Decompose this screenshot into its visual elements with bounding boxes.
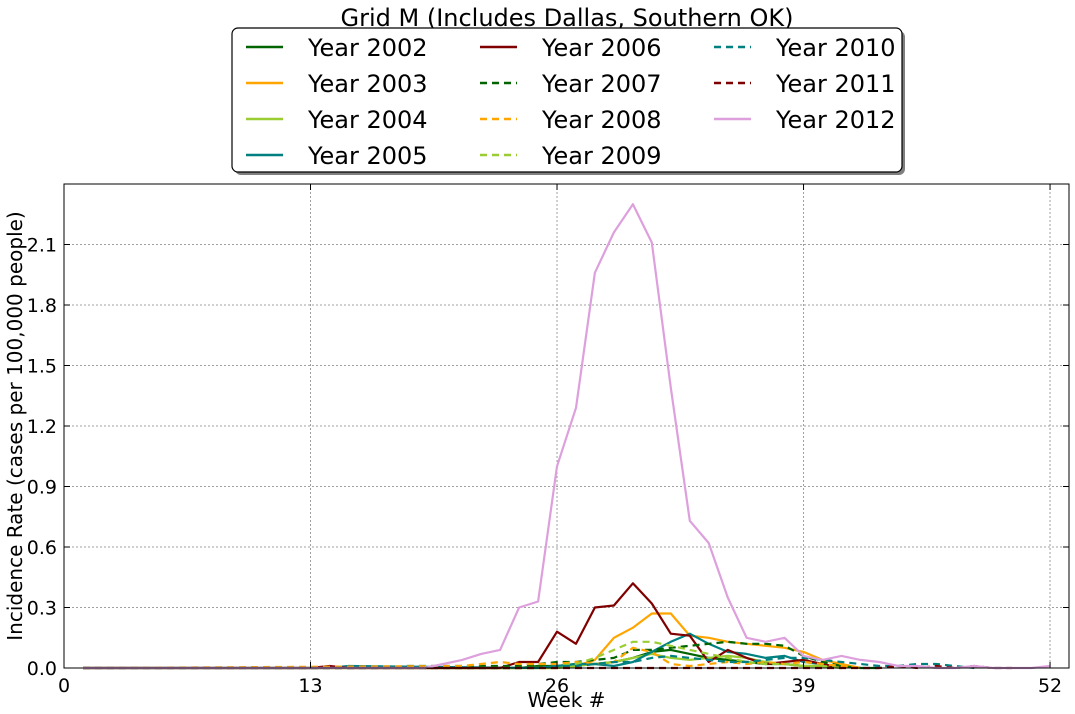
legend-label: Year 2005 xyxy=(307,142,428,170)
y-tick-label: 2.1 xyxy=(27,235,57,257)
legend-label: Year 2012 xyxy=(775,106,896,134)
grid-layer xyxy=(63,184,1069,668)
y-tick-label: 1.8 xyxy=(27,295,57,317)
y-axis-label: Incidence Rate (cases per 100,000 people… xyxy=(3,211,27,640)
legend-label: Year 2003 xyxy=(307,70,428,98)
legend-label: Year 2010 xyxy=(775,34,896,62)
legend: Year 2002 Year 2003 Year 2004 Year 2005 Year… xyxy=(231,27,905,175)
y-tick-label: 0.3 xyxy=(27,598,57,620)
chart-title: Grid M (Includes Dallas, Southern OK) xyxy=(341,4,794,32)
series-line-year-2012 xyxy=(83,203,1051,670)
y-tick-label: 1.5 xyxy=(27,356,57,378)
legend-label: Year 2008 xyxy=(541,106,662,134)
legend-label: Year 2006 xyxy=(541,34,662,62)
x-tick-label: 26 xyxy=(545,675,569,697)
y-tick-label: 0.6 xyxy=(27,537,57,559)
y-tick-label: 0.9 xyxy=(27,477,57,499)
legend-label: Year 2009 xyxy=(541,142,662,170)
series-line-year-2003 xyxy=(83,612,861,670)
tick-layer: 0 13 26 39 52 0.0 0.3 0.6 0.9 1.2 1.5 1.8 2.1 xyxy=(27,184,1069,697)
legend-label: Year 2011 xyxy=(775,70,896,98)
series-line-year-2009 xyxy=(83,640,842,670)
y-tick-label: 0.0 xyxy=(27,658,57,680)
x-tick-label: 39 xyxy=(791,675,815,697)
x-tick-label: 52 xyxy=(1038,675,1062,697)
x-axis-label: Week # xyxy=(528,688,606,712)
y-tick-label: 1.2 xyxy=(27,416,57,438)
legend-label: Year 2004 xyxy=(307,106,428,134)
series-layer xyxy=(82,203,1051,670)
legend-box xyxy=(231,27,903,173)
legend-label: Year 2007 xyxy=(541,70,662,98)
legend-label: Year 2002 xyxy=(307,34,428,62)
x-tick-label: 13 xyxy=(298,675,322,697)
plot-frame xyxy=(63,183,1070,669)
x-tick-label: 0 xyxy=(58,675,70,697)
